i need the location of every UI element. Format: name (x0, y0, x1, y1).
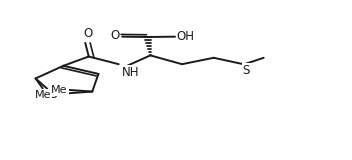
Text: Me: Me (34, 90, 51, 100)
Text: NH: NH (122, 66, 140, 79)
Text: OH: OH (177, 30, 195, 43)
Text: O: O (110, 29, 119, 42)
Text: O: O (83, 27, 92, 40)
Text: Me: Me (51, 85, 68, 95)
Text: S: S (243, 64, 250, 77)
Text: O: O (49, 88, 58, 101)
